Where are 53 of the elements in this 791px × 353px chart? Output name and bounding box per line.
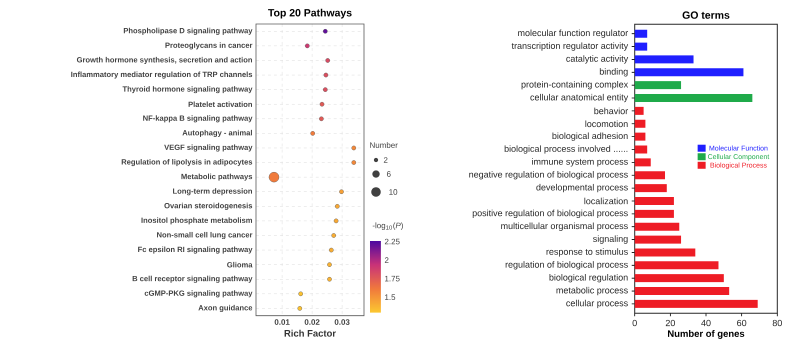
bar [634, 30, 648, 38]
bar [634, 146, 648, 154]
y-tick-label: transcription regulator activity [512, 42, 628, 51]
bar [634, 94, 752, 102]
y-tick-label: localization [584, 198, 628, 204]
y-tick-label: multicellular organismal process [501, 222, 628, 231]
y-tick-label: molecular function regulator [518, 30, 628, 38]
chart-title: GO terms [682, 11, 730, 19]
bar [634, 274, 724, 282]
bar [634, 236, 682, 244]
y-tick-label: binding [600, 68, 628, 76]
y-tick-label: biological adhesion [552, 132, 628, 141]
x-tick-label: 20 [666, 320, 675, 326]
bar [634, 158, 651, 166]
bar [634, 171, 666, 180]
bar [634, 120, 646, 128]
x-tick-label: 80 [772, 320, 782, 326]
y-tick-label: regulation of biological process [506, 261, 628, 270]
y-tick-label: cellular process [566, 300, 628, 308]
y-tick-label: positive regulation of biological process [472, 210, 628, 218]
y-tick-label: signaling [593, 235, 628, 244]
y-tick-label: catalytic activity [566, 55, 628, 64]
bar [634, 261, 718, 270]
y-tick-label: response to stimulus [546, 248, 628, 257]
x-tick-label: 0 [632, 320, 637, 326]
y-tick-label: developmental process [536, 184, 628, 192]
y-tick-label: metabolic process [556, 286, 628, 296]
bar [634, 196, 674, 205]
bar [634, 132, 646, 141]
y-tick-label: biological process involved ...... [504, 145, 628, 154]
bar [634, 68, 744, 76]
bar [634, 55, 694, 64]
y-tick-label: biological regulation [550, 274, 628, 282]
x-tick-label: 40 [701, 320, 711, 326]
bar [634, 287, 730, 296]
bar [634, 210, 674, 218]
bar [634, 81, 682, 90]
y-tick-label: cellular anatomical entity [530, 94, 628, 102]
chart-title: Top 20 Pathways [268, 8, 352, 19]
bar [634, 106, 644, 115]
y-tick-label: immune system process [532, 158, 628, 167]
bar [634, 222, 680, 231]
bar [634, 300, 758, 308]
x-axis-title: Number of genes [668, 330, 744, 339]
y-tick-label: negative regulation of biological process [469, 171, 628, 180]
y-tick-label: protein-containing complex [522, 80, 628, 90]
x-axis-title: Rich Factor [284, 330, 336, 337]
x-tick-label: 60 [737, 320, 746, 326]
y-tick-label: behavior [594, 108, 628, 114]
y-tick-label: locomotion [585, 120, 628, 128]
bar [634, 184, 667, 192]
bar [634, 42, 648, 51]
bar [634, 248, 696, 256]
